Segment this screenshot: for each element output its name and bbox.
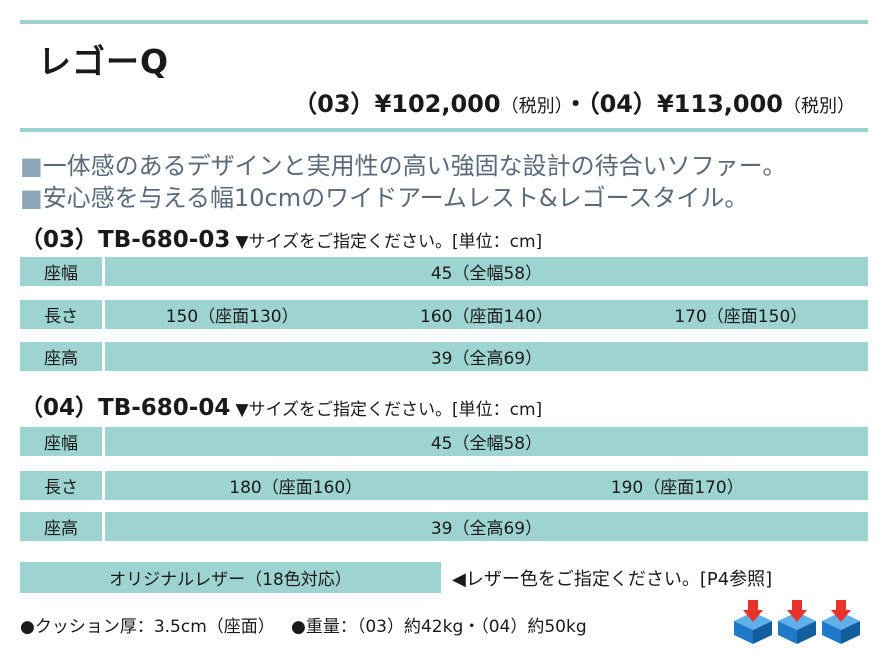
mid-divider xyxy=(20,128,868,132)
table-row: 座高 39（全高69） xyxy=(20,512,868,541)
cell-value: 170（座面150） xyxy=(674,307,808,327)
feature-line-2: ■安心感を与える幅10cmのワイドアームレスト&レゴースタイル。 xyxy=(20,178,748,213)
row-value: 180（座面160） 190（座面170） xyxy=(105,471,868,500)
delivery-icons xyxy=(732,600,862,644)
cell-value: 45（全幅58） xyxy=(430,434,543,454)
cell-value: 150（座面130） xyxy=(165,307,299,327)
row-label: 座高 xyxy=(20,342,102,371)
row-label: 座幅 xyxy=(20,257,102,286)
table-row: 座幅 45（全幅58） xyxy=(20,427,868,456)
leather-label: オリジナルレザー（18色対応） xyxy=(20,562,441,593)
price-tax-04: （税別） xyxy=(783,96,855,117)
square-bullet-icon: ■ xyxy=(20,152,43,180)
product-title: レゴーQ xyxy=(38,42,170,81)
row-label: 座幅 xyxy=(20,427,102,456)
row-value: 39（全高69） xyxy=(105,512,868,541)
feature-text-2: 安心感を与える幅10cmのワイドアームレスト&レゴースタイル。 xyxy=(42,184,749,212)
price-separator: ・ xyxy=(563,90,588,118)
square-bullet-icon: ■ xyxy=(20,184,43,212)
spec-footer: ●クッション厚：3.5cm（座面） ●重量：（03）約42kg・（04）約50k… xyxy=(20,612,587,637)
cell-value: 180（座面160） xyxy=(229,478,363,498)
feature-text-1: 一体感のあるデザインと実用性の高い強固な設計の待合いソファー。 xyxy=(42,152,787,180)
price-code-04: （04） xyxy=(587,90,657,118)
row-value: 45（全幅58） xyxy=(105,257,868,286)
model-code-04: （04）TB-680-04 xyxy=(20,395,231,421)
row-value: 45（全幅58） xyxy=(105,427,868,456)
table-row: 長さ 180（座面160） 190（座面170） xyxy=(20,471,868,500)
table-row: 座幅 45（全幅58） xyxy=(20,257,868,286)
row-value: 150（座面130） 160（座面140） 170（座面150） xyxy=(105,300,868,329)
row-label: 座高 xyxy=(20,512,102,541)
model-note-04: ▼サイズをご指定ください。[単位：cm] xyxy=(235,400,543,420)
price-line: （03）¥102,000（税別）・（04）¥113,000（税別） xyxy=(293,84,855,119)
cell-value: 190（座面170） xyxy=(610,478,744,498)
price-code-03: （03） xyxy=(293,90,375,118)
delivery-box-icon xyxy=(734,600,772,644)
model-heading-04: （04）TB-680-04 ▼サイズをご指定ください。[単位：cm] xyxy=(20,388,542,422)
cell-value: 160（座面140） xyxy=(420,307,553,327)
model-note-03: ▼サイズをご指定ください。[単位：cm] xyxy=(235,232,543,252)
top-divider xyxy=(20,20,868,24)
row-label: 長さ xyxy=(20,471,102,500)
leather-note: ◀レザー色をご指定ください。[P4参照] xyxy=(452,569,773,590)
cushion-spec: ●クッション厚：3.5cm（座面） xyxy=(20,617,275,637)
feature-line-1: ■一体感のあるデザインと実用性の高い強固な設計の待合いソファー。 xyxy=(20,146,786,181)
row-value: 39（全高69） xyxy=(105,342,868,371)
model-code-03: （03）TB-680-03 xyxy=(20,227,231,253)
table-row: 長さ 150（座面130） 160（座面140） 170（座面150） xyxy=(20,300,868,329)
weight-spec: ●重量：（03）約42kg・（04）約50kg xyxy=(291,617,587,637)
delivery-box-icon xyxy=(778,600,816,644)
price-04: ¥113,000 xyxy=(656,90,783,118)
row-label: 長さ xyxy=(20,300,102,329)
cell-value: 39（全高69） xyxy=(430,349,543,369)
cell-value: 39（全高69） xyxy=(430,519,543,539)
cell-value: 45（全幅58） xyxy=(430,264,543,284)
delivery-box-icon xyxy=(822,600,860,644)
price-tax-03: （税別） xyxy=(500,96,564,117)
model-heading-03: （03）TB-680-03 ▼サイズをご指定ください。[単位：cm] xyxy=(20,220,542,254)
table-row: 座高 39（全高69） xyxy=(20,342,868,371)
price-03: ¥102,000 xyxy=(374,90,501,118)
